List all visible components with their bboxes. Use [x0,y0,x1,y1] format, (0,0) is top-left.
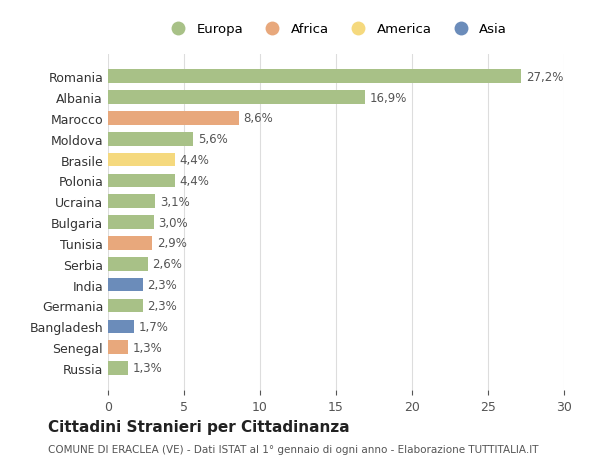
Bar [108,299,143,313]
Bar [108,216,154,230]
Text: 2,6%: 2,6% [152,257,182,271]
Bar [108,361,128,375]
Bar [108,133,193,146]
Text: 4,4%: 4,4% [179,174,209,188]
Text: 2,9%: 2,9% [157,237,187,250]
Bar [108,237,152,250]
Text: 1,3%: 1,3% [133,362,162,375]
Text: 5,6%: 5,6% [197,133,227,146]
Text: 27,2%: 27,2% [526,71,563,84]
Bar [108,341,128,354]
Legend: Europa, Africa, America, Asia: Europa, Africa, America, Asia [160,18,512,42]
Text: 3,1%: 3,1% [160,196,190,208]
Bar [108,278,143,292]
Text: COMUNE DI ERACLEA (VE) - Dati ISTAT al 1° gennaio di ogni anno - Elaborazione TU: COMUNE DI ERACLEA (VE) - Dati ISTAT al 1… [48,444,539,454]
Text: Cittadini Stranieri per Cittadinanza: Cittadini Stranieri per Cittadinanza [48,419,350,434]
Bar [108,174,175,188]
Text: 16,9%: 16,9% [370,91,407,104]
Bar [108,70,521,84]
Bar [108,91,365,105]
Bar [108,320,134,333]
Text: 2,3%: 2,3% [148,279,177,291]
Bar [108,112,239,125]
Text: 2,3%: 2,3% [148,299,177,312]
Bar [108,195,155,208]
Text: 3,0%: 3,0% [158,216,188,229]
Text: 8,6%: 8,6% [243,112,273,125]
Text: 4,4%: 4,4% [179,154,209,167]
Text: 1,7%: 1,7% [139,320,168,333]
Bar [108,257,148,271]
Text: 1,3%: 1,3% [133,341,162,354]
Bar [108,153,175,167]
